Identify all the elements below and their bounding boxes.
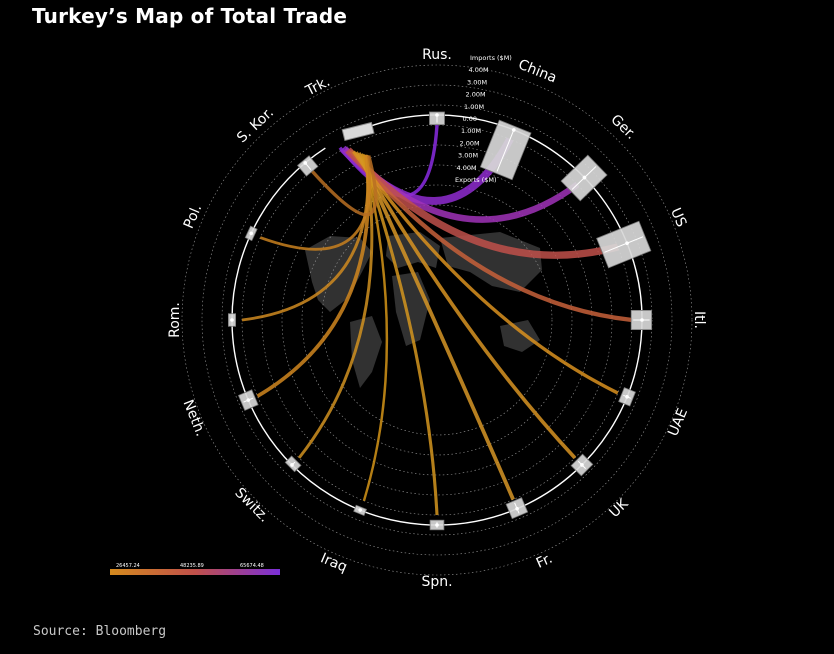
marker-pol [244,225,258,242]
source-note: Source: Bloomberg [33,624,167,639]
scale-ring-3 [261,144,613,496]
marker-s-kor [296,155,319,177]
trade-flow-spn [360,153,439,516]
label-us: US [667,206,689,230]
marker-china [479,119,532,181]
marker-us [596,220,652,269]
scale-label-1: 4.00M [469,66,489,74]
label-rus: Rus. [422,47,452,63]
marker-neth [237,389,259,411]
scale-label-5: 0.00 [463,115,477,123]
trade-flows [241,124,633,516]
trade-flow-uae [352,150,619,395]
label-iraq: Iraq [318,550,349,575]
partner-markers [228,111,653,531]
label-rom: Rom. [167,302,183,338]
label-uk: UK [606,495,632,521]
label-china: China [516,57,559,87]
marker-uk [570,453,594,477]
scale-ring-1 [301,184,573,456]
scale-label-4: 1.00M [464,103,484,111]
marker-uae [618,387,636,407]
marker-itl [630,309,653,331]
scale-label-7: 2.00M [460,139,480,147]
marker-rus [429,111,445,126]
scale-ring-0 [321,204,553,436]
scale-label-2: 3.00M [467,78,487,86]
scale-ring-6 [201,84,673,556]
marker-ger [560,154,608,202]
legend-label-high: 65674.48 [240,563,264,569]
scale-label-9: 4.00M [457,164,477,172]
trade-flow-switz [297,154,374,459]
label-switz: Switz. [231,485,272,526]
marker-spn [429,519,445,531]
marker-rom [228,313,236,327]
color-legend: 26457.24 48235.89 65674.48 [110,563,280,575]
marker-fr [505,497,529,520]
label-itl: Itl. [691,311,707,329]
marker-iraq [353,504,367,517]
trade-flow-uk [354,151,577,460]
trade-flow-s-kor [310,155,378,217]
scale-label-0: Imports ($M) [470,54,512,62]
label-origin: Trk. [302,74,332,100]
scale-label-10: Exports ($M) [455,176,497,184]
label-pol: Pol. [181,202,205,231]
scale-label-6: 1.00M [461,127,481,135]
label-ger: Ger. [607,112,639,143]
trade-flow-rom [241,155,370,322]
marker-switz [284,455,302,473]
legend-label-mid: 48235.89 [180,563,204,569]
label-fr: Fr. [534,551,555,572]
chart-title: Turkey’s Map of Total Trade [32,4,348,28]
trade-flow-itl [349,149,633,323]
label-s-kor: S. Kor. [234,105,277,147]
label-neth: Neth. [180,398,209,439]
legend-label-low: 26457.24 [116,563,140,569]
scale-label-8: 3.00M [458,152,478,160]
radial-scale: Imports ($M) 4.00M 3.00M 2.00M 1.00M 0.00 1.00… [455,54,512,184]
label-spn: Spn. [421,574,452,590]
label-uae: UAE [665,406,691,439]
trade-flow-pol [259,155,372,251]
scale-ring-2 [281,164,593,476]
trade-flow-fr [357,152,515,501]
origin-marker [341,121,375,142]
scale-label-3: 2.00M [466,91,486,99]
scale-ring-7 [181,64,693,576]
